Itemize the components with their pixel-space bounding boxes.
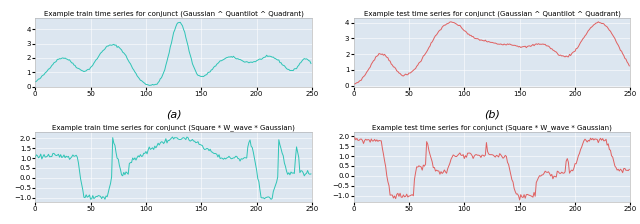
Title: Example train time series for conjunct (Square * W_wave * Gaussian): Example train time series for conjunct (… <box>52 125 295 131</box>
Title: Example test time series for conjunct (Gaussian ^ Quantilot ^ Quadrant): Example test time series for conjunct (G… <box>364 10 620 17</box>
Text: (a): (a) <box>166 109 181 119</box>
Title: Example train time series for conjunct (Gaussian ^ Quantilot ^ Quadrant): Example train time series for conjunct (… <box>44 10 303 17</box>
Title: Example test time series for conjunct (Square * W_wave * Gaussian): Example test time series for conjunct (S… <box>372 125 612 131</box>
Text: (b): (b) <box>484 109 500 119</box>
